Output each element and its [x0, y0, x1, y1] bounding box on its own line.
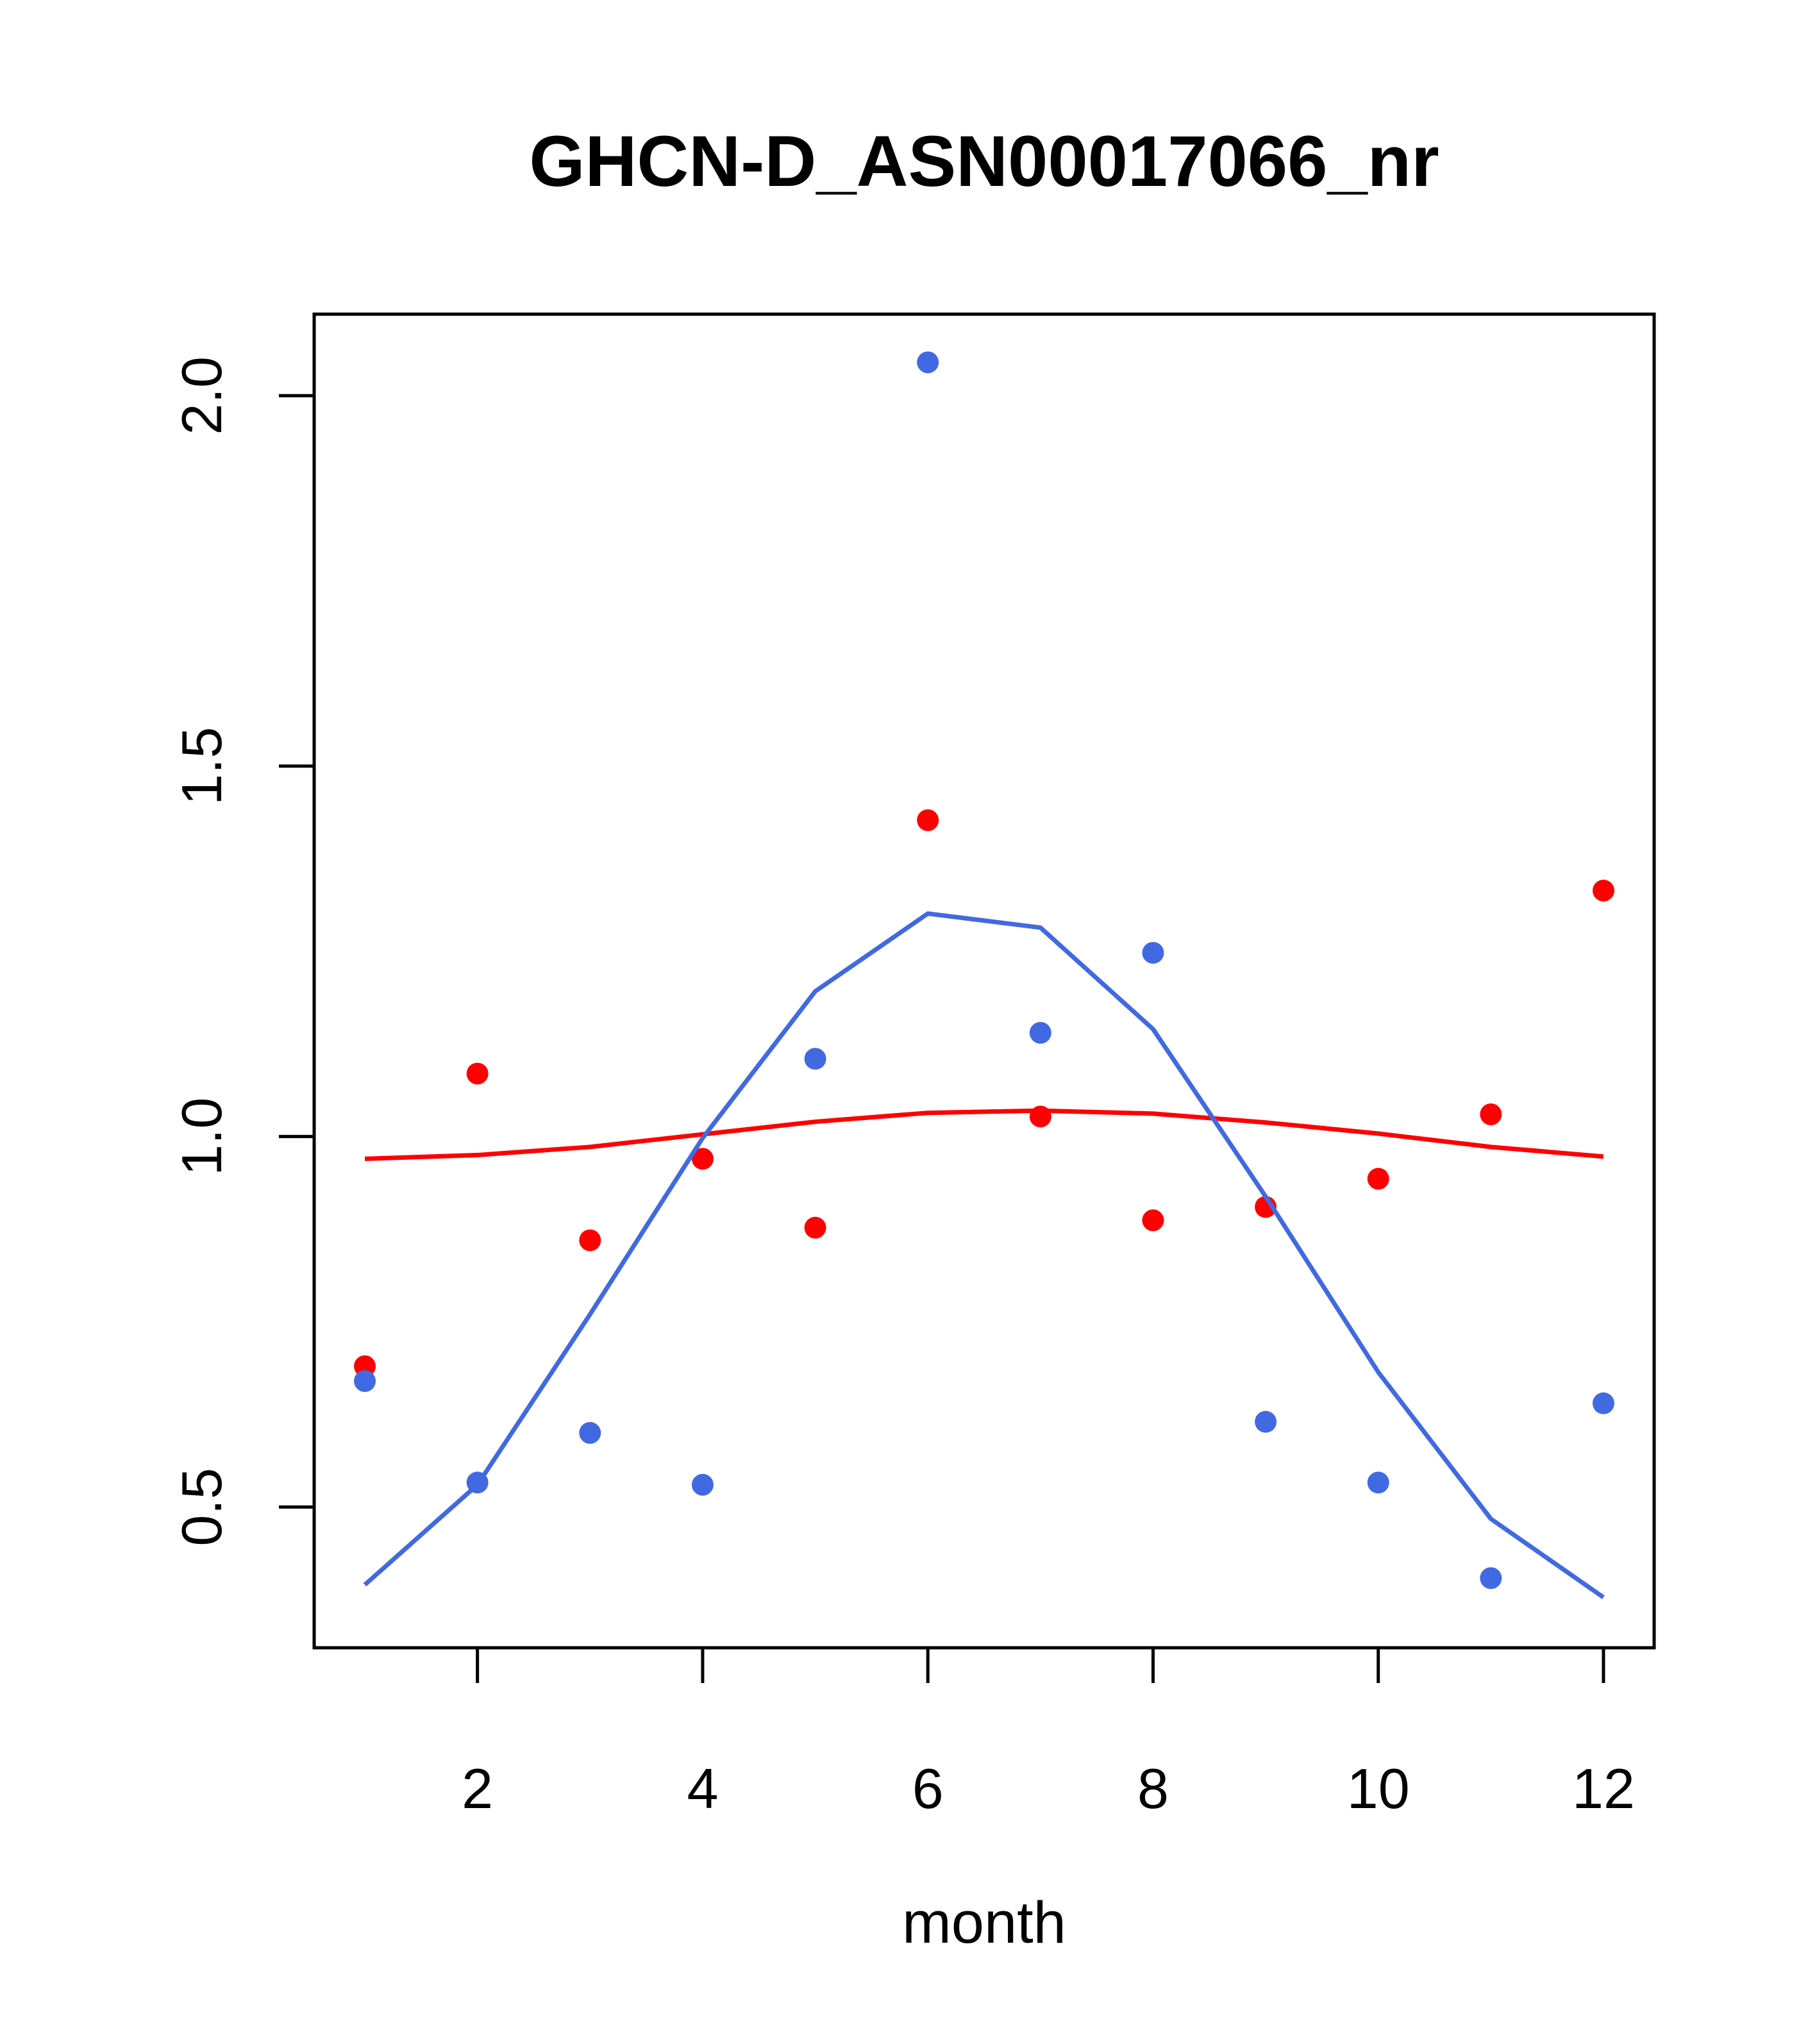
series-1-point: [466, 1062, 489, 1085]
series-1-point: [1142, 1209, 1164, 1232]
series-1-point: [1367, 1168, 1389, 1190]
series-1: [354, 809, 1614, 1377]
x-tick-label: 6: [912, 1757, 944, 1820]
y-tick-label: 2.0: [170, 356, 233, 435]
series-1-point: [804, 1216, 826, 1239]
series-2-point: [1255, 1411, 1277, 1433]
series-2-point: [917, 351, 939, 374]
series-1-point: [579, 1229, 601, 1252]
series-2-point: [1029, 1021, 1051, 1044]
y-tick-label: 1.0: [170, 1097, 233, 1175]
series-1-point: [1480, 1103, 1502, 1125]
x-axis-label: month: [902, 1890, 1066, 1956]
series-1-point: [1592, 880, 1614, 902]
series-1-point: [917, 809, 939, 832]
series-2-line: [363, 911, 1605, 1600]
series-2-point: [579, 1421, 601, 1444]
series-2-point: [1480, 1567, 1502, 1589]
x-tick-label: 2: [462, 1757, 493, 1820]
series-1-point: [691, 1148, 714, 1170]
y-tick-label: 1.5: [170, 727, 233, 805]
chart-title: GHCN-D_ASN00017066_nr: [529, 121, 1439, 201]
series-1-point: [1029, 1105, 1051, 1128]
series-2-point: [691, 1473, 714, 1496]
series-2-point: [1592, 1392, 1614, 1414]
x-tick-label: 8: [1137, 1757, 1169, 1820]
y-axis: 0.5 1.0 1.5 2.0: [170, 356, 314, 1546]
series-1-line: [364, 1108, 1604, 1161]
series-2-point: [804, 1048, 826, 1070]
series-layer: [354, 351, 1614, 1600]
x-tick-label: 10: [1347, 1757, 1410, 1820]
series-2: [354, 351, 1614, 1600]
series-2-point: [354, 1370, 376, 1392]
series-2-point: [1142, 942, 1164, 964]
series-2-point: [1367, 1471, 1389, 1494]
x-tick-label: 12: [1572, 1757, 1635, 1820]
y-tick-label: 0.5: [170, 1468, 233, 1546]
series-2-point: [466, 1471, 489, 1494]
x-tick-label: 4: [687, 1757, 718, 1820]
x-axis: 2 4 6 8 10 12: [462, 1648, 1635, 1820]
plot-frame: [312, 312, 1656, 1650]
